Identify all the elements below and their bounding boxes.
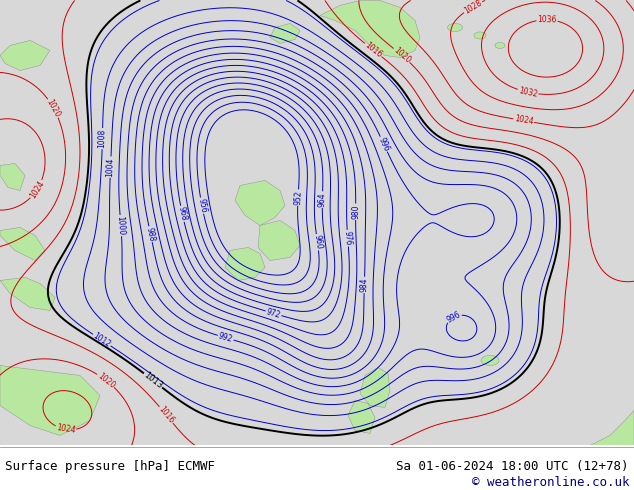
Text: 996: 996 <box>377 136 391 153</box>
Text: 1020: 1020 <box>392 46 412 65</box>
Polygon shape <box>0 227 45 261</box>
Text: 992: 992 <box>217 331 234 344</box>
Text: 976: 976 <box>343 231 353 246</box>
Text: 960: 960 <box>312 234 323 250</box>
Text: 968: 968 <box>176 206 188 222</box>
Polygon shape <box>570 411 634 445</box>
Text: 952: 952 <box>293 190 303 205</box>
Text: 1004: 1004 <box>106 157 115 177</box>
Polygon shape <box>348 400 375 434</box>
Polygon shape <box>235 180 285 225</box>
Ellipse shape <box>481 355 499 366</box>
Ellipse shape <box>495 43 505 49</box>
Text: 980: 980 <box>351 204 360 219</box>
Polygon shape <box>270 24 300 44</box>
Text: 972: 972 <box>265 307 281 319</box>
Text: 1024: 1024 <box>514 115 534 127</box>
Text: 1028: 1028 <box>462 0 483 16</box>
Text: 964: 964 <box>318 192 327 207</box>
Polygon shape <box>360 368 390 408</box>
Polygon shape <box>0 41 50 71</box>
Polygon shape <box>0 277 55 311</box>
Text: 1020: 1020 <box>96 371 116 390</box>
Text: 956: 956 <box>196 197 208 214</box>
Text: 1008: 1008 <box>98 129 107 148</box>
Text: 1036: 1036 <box>537 15 557 24</box>
Text: 1024: 1024 <box>56 423 76 435</box>
Text: 1020: 1020 <box>45 98 62 119</box>
Polygon shape <box>0 366 100 436</box>
Ellipse shape <box>474 32 486 39</box>
Text: 996: 996 <box>445 310 462 325</box>
Text: 1000: 1000 <box>115 216 126 236</box>
Text: 1024: 1024 <box>28 179 46 200</box>
Text: 1012: 1012 <box>91 331 112 349</box>
Polygon shape <box>258 220 300 261</box>
Text: 1016: 1016 <box>363 41 384 60</box>
Text: 1032: 1032 <box>517 86 538 98</box>
Ellipse shape <box>448 24 462 31</box>
Text: 988: 988 <box>145 226 157 242</box>
Text: 1016: 1016 <box>157 405 176 425</box>
Text: © weatheronline.co.uk: © weatheronline.co.uk <box>472 476 629 489</box>
Polygon shape <box>225 247 265 280</box>
Text: 1013: 1013 <box>142 370 164 391</box>
Text: Surface pressure [hPa] ECMWF: Surface pressure [hPa] ECMWF <box>5 460 215 473</box>
Polygon shape <box>0 164 25 191</box>
Text: 984: 984 <box>359 277 369 293</box>
Text: Sa 01-06-2024 18:00 UTC (12+78): Sa 01-06-2024 18:00 UTC (12+78) <box>396 460 629 473</box>
Polygon shape <box>320 0 420 57</box>
